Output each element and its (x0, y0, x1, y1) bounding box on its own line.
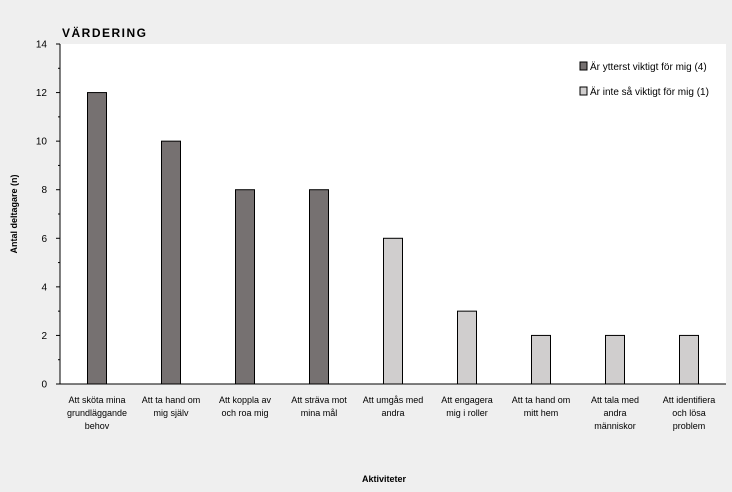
bar-series-2-7 (605, 334, 625, 385)
x-tick-label: Att identifiera och lösa problem (663, 395, 716, 431)
x-tick-label: Att umgås med andra (363, 395, 424, 418)
y-tick-label: 14 (36, 40, 48, 51)
x-tick-label: Att koppla av och roa mig (219, 395, 272, 418)
bar-series-2-4 (383, 237, 403, 385)
legend: Är ytterst viktigt för mig (4) Är inte så… (579, 61, 709, 98)
x-tick-label: Att engagera mig i roller (441, 395, 493, 418)
y-axis-title: Antal deltagare (n) (9, 174, 19, 253)
y-tick-label: 10 (36, 137, 48, 148)
x-tick-label: Att sköta mina grundläggande behov (67, 395, 127, 431)
x-tick-label: Att ta hand om mig själv (142, 395, 201, 418)
x-tick-label: Att sträva mot mina mål (291, 395, 347, 418)
y-tick-label: 0 (41, 380, 47, 391)
y-tick-label: 4 (41, 282, 47, 293)
legend-swatch-1 (579, 61, 588, 71)
chart-title: VÄRDERING (62, 25, 148, 40)
x-axis-labels: Att sköta mina grundläggande behov Att ta h… (67, 395, 715, 431)
bars (87, 92, 699, 385)
y-tick-label: 12 (36, 88, 48, 99)
y-tick-label: 8 (41, 185, 47, 196)
legend-label-1: Är ytterst viktigt för mig (4) (590, 61, 707, 73)
y-tick-label: 6 (41, 234, 47, 245)
y-axis: 0 2 4 6 8 10 12 14 (36, 40, 726, 391)
x-tick-label: Att tala med andra människor (591, 395, 639, 431)
bar-series-1-3 (309, 189, 329, 385)
x-axis-title: Aktiviteter (362, 474, 407, 484)
bar-series-1-1 (161, 140, 181, 385)
x-tick-label: Att ta hand om mitt hem (512, 395, 571, 418)
bar-series-1-2 (235, 189, 255, 385)
legend-swatch-2 (579, 86, 588, 96)
bar-series-2-8 (679, 334, 699, 385)
bar-series-2-5 (457, 310, 477, 385)
y-tick-label: 2 (41, 331, 47, 342)
bar-series-2-6 (531, 334, 551, 385)
legend-label-2: Är inte så viktigt för mig (1) (590, 86, 709, 98)
bar-series-1-0 (87, 92, 107, 385)
